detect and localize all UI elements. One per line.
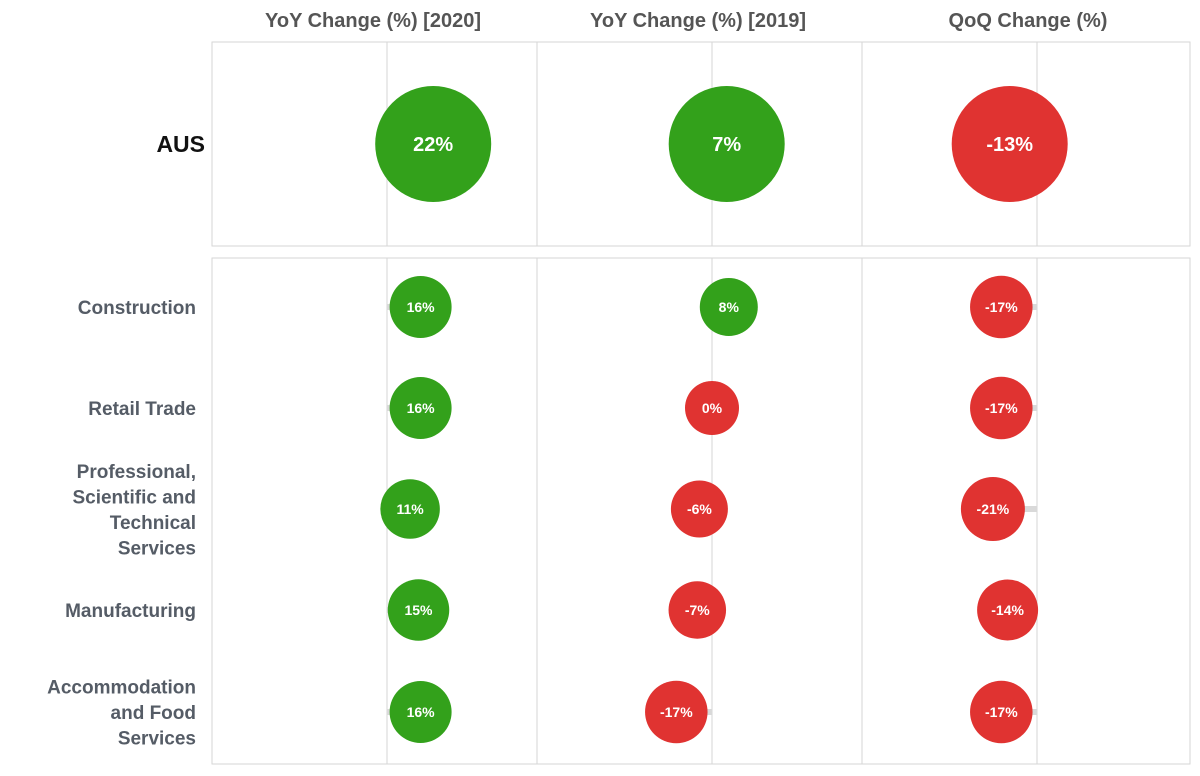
bubble-row1-3[interactable] bbox=[970, 275, 1033, 339]
bubble-row5-1[interactable] bbox=[389, 681, 452, 743]
bubble-row5-3[interactable] bbox=[970, 680, 1033, 744]
bubble-row4-3[interactable] bbox=[977, 579, 1039, 641]
row-label: Scientific and bbox=[72, 487, 196, 508]
column-header-2: YoY Change (%) [2019] bbox=[590, 10, 806, 32]
row-label: Manufacturing bbox=[65, 601, 196, 622]
bubble-row4-1[interactable] bbox=[387, 579, 450, 641]
bubble-row4-2[interactable] bbox=[668, 581, 727, 639]
bubble-label-summary-3: -13% bbox=[986, 134, 1033, 156]
bubble-summary-2[interactable] bbox=[668, 86, 785, 202]
bubble-summary-1[interactable] bbox=[375, 86, 492, 202]
table-row: Construction 16% 8% -17% bbox=[78, 275, 1037, 339]
table-row: Retail Trade 16% 0% -17% bbox=[88, 376, 1037, 440]
row-label: Construction bbox=[78, 298, 196, 319]
bubble-label-row1-1: 16% bbox=[407, 299, 436, 315]
row-label: and Food bbox=[111, 703, 196, 724]
bubble-label-row4-1: 15% bbox=[404, 602, 433, 618]
column-headers: YoY Change (%) [2020] YoY Change (%) [201… bbox=[265, 10, 1107, 32]
row-label: Services bbox=[118, 538, 196, 559]
bubble-row3-2[interactable] bbox=[670, 480, 728, 538]
bubble-label-row3-2: -6% bbox=[687, 501, 712, 517]
bubble-summary-3[interactable] bbox=[951, 86, 1068, 202]
bubble-label-row4-3: -14% bbox=[991, 602, 1024, 618]
bubble-label-row2-2: 0% bbox=[702, 400, 723, 416]
bubble-label-row1-3: -17% bbox=[985, 299, 1018, 315]
bubble-row2-2[interactable] bbox=[685, 381, 739, 435]
bubble-label-row3-1: 11% bbox=[396, 501, 424, 517]
bubble-row1-2[interactable] bbox=[699, 278, 758, 336]
row-label: Professional, bbox=[77, 462, 196, 483]
bubble-label-row3-3: -21% bbox=[977, 501, 1010, 517]
detail-rows: Construction 16% 8% -17% Retail Trade 16% 0% -1… bbox=[47, 275, 1039, 750]
summary-row: AUS 22% 7% -13% bbox=[156, 86, 1068, 202]
bubble-label-row2-3: -17% bbox=[985, 400, 1018, 416]
column-header-3: QoQ Change (%) bbox=[949, 10, 1108, 32]
bubble-label-row5-3: -17% bbox=[985, 704, 1018, 720]
bubble-label-summary-2: 7% bbox=[712, 134, 741, 156]
bubble-label-row2-1: 16% bbox=[407, 400, 436, 416]
bubble-label-row4-2: -7% bbox=[685, 602, 710, 618]
row-label: Services bbox=[118, 729, 196, 750]
bubble-label-row1-2: 8% bbox=[719, 299, 740, 315]
table-row: Accommodation and Food Services 16% -17% -17% bbox=[47, 678, 1037, 750]
bubble-row1-1[interactable] bbox=[389, 276, 452, 338]
row-label: Retail Trade bbox=[88, 399, 196, 420]
column-header-1: YoY Change (%) [2020] bbox=[265, 10, 481, 32]
bubble-label-row5-2: -17% bbox=[660, 704, 693, 720]
row-label: Accommodation bbox=[47, 678, 196, 699]
summary-row-label: AUS bbox=[156, 131, 205, 157]
bubble-row5-2[interactable] bbox=[645, 680, 708, 744]
table-row: Professional, Scientific and Technical Serv… bbox=[72, 462, 1037, 559]
bubble-row3-1[interactable] bbox=[380, 479, 440, 539]
bubble-label-summary-1: 22% bbox=[413, 134, 453, 156]
table-row: Manufacturing 15% -7% -14% bbox=[65, 579, 1039, 641]
row-label: Technical bbox=[110, 513, 196, 534]
bubble-label-row5-1: 16% bbox=[407, 704, 436, 720]
bubble-row3-3[interactable] bbox=[960, 477, 1025, 541]
bubble-row2-1[interactable] bbox=[389, 377, 452, 439]
bubble-row2-3[interactable] bbox=[970, 376, 1033, 440]
